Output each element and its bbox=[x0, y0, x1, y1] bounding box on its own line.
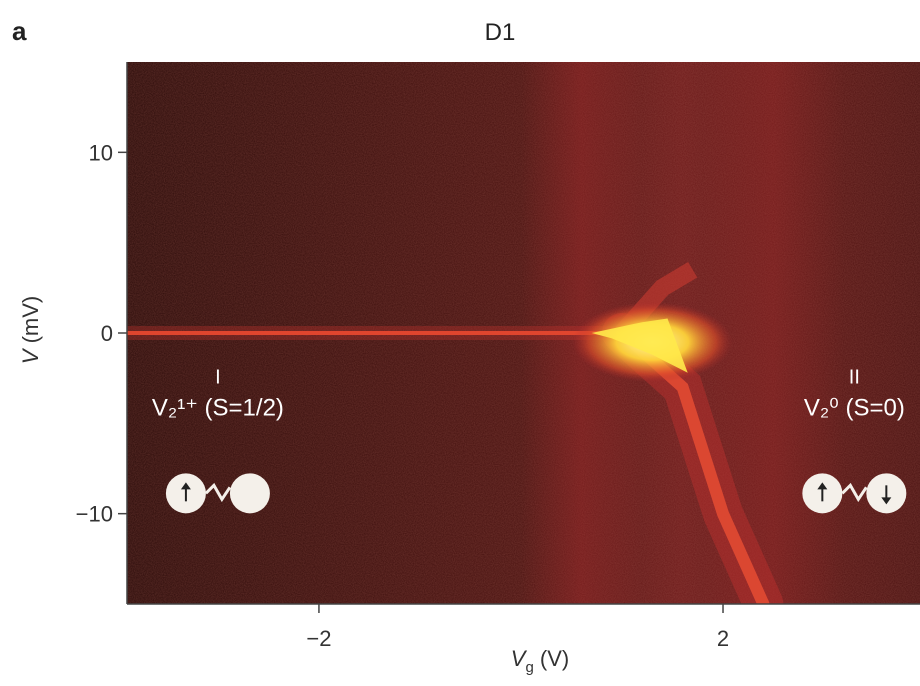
chart-title: D1 bbox=[485, 19, 516, 46]
panel-label: a bbox=[12, 16, 27, 46]
state-label: V₂¹⁺ (S=1/2) bbox=[152, 394, 284, 421]
y-axis-label: V (mV) bbox=[18, 296, 43, 364]
kondo-peak bbox=[591, 318, 688, 373]
x-axis-label: Vg (V) bbox=[511, 646, 569, 676]
x-tick-label: 2 bbox=[717, 626, 729, 651]
y-tick-label: 10 bbox=[89, 140, 113, 165]
region-label: II bbox=[849, 366, 860, 388]
y-tick-label: −10 bbox=[76, 502, 113, 527]
spin-down-arrowhead-icon bbox=[881, 497, 892, 505]
axes: 10 0 −10 −2 2 bbox=[76, 62, 920, 651]
region-annotation: II V₂⁰ (S=0) bbox=[802, 366, 907, 514]
spin-up-arrowhead-icon bbox=[817, 482, 828, 490]
state-label: V₂⁰ (S=0) bbox=[804, 394, 905, 421]
spin-site-icon bbox=[229, 473, 270, 514]
heatmap-area bbox=[127, 62, 920, 604]
y-tick-label: 0 bbox=[101, 321, 113, 346]
region-label: I bbox=[215, 366, 221, 388]
bond-icon bbox=[841, 482, 868, 503]
annotations: I V₂¹⁺ (S=1/2) II V₂⁰ (S=0) bbox=[152, 366, 907, 514]
region-annotation: I V₂¹⁺ (S=1/2) bbox=[152, 366, 284, 514]
x-tick-label: −2 bbox=[306, 626, 331, 651]
spin-up-arrowhead-icon bbox=[180, 482, 191, 490]
bond-icon bbox=[204, 482, 232, 503]
